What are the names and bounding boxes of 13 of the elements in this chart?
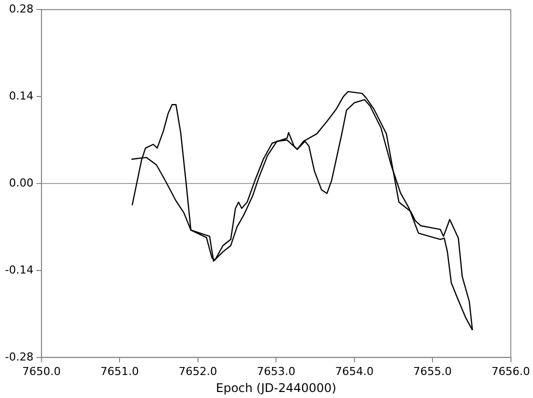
y-tick-label: -0.28 xyxy=(4,350,34,364)
x-tick-label: 7654.0 xyxy=(335,364,374,378)
x-tick-label: 7651.0 xyxy=(100,364,139,378)
x-tick-label: 7656.0 xyxy=(492,364,530,378)
x-tick-label: 7650.0 xyxy=(22,364,61,378)
y-tick-label: 0.00 xyxy=(8,176,34,190)
x-tick-label: 7652.0 xyxy=(178,364,218,378)
x-tick-label: 7653.0 xyxy=(256,364,296,378)
x-tick-label: 7655.0 xyxy=(413,364,452,378)
y-tick-label: 0.28 xyxy=(8,2,34,16)
x-axis-title: Epoch (JD-2440000) xyxy=(216,380,336,395)
y-tick-label: -0.14 xyxy=(4,263,34,276)
y-tick-label: 0.14 xyxy=(8,89,34,102)
